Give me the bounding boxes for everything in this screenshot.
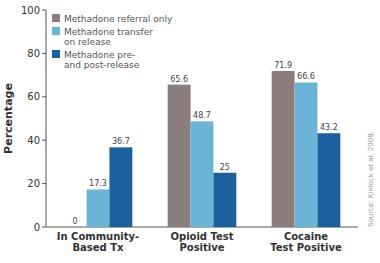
y-tick xyxy=(42,227,46,228)
x-tick-label: CocaineTest Positive xyxy=(270,231,342,253)
y-tick-label: 0 xyxy=(34,222,40,233)
data-label: 17.3 xyxy=(89,179,107,188)
legend-swatch xyxy=(52,14,60,22)
y-tick xyxy=(42,53,46,54)
data-label: 65.6 xyxy=(170,75,188,84)
data-label: 66.6 xyxy=(297,72,315,81)
legend: Methadone referral only Methadone transfe… xyxy=(52,14,173,70)
data-label: 0 xyxy=(73,217,78,226)
bar xyxy=(109,147,132,227)
y-tick xyxy=(42,140,46,141)
bar xyxy=(213,173,236,227)
data-label: 71.9 xyxy=(274,61,292,70)
bar xyxy=(191,121,214,227)
bar xyxy=(295,82,318,227)
bar xyxy=(64,227,87,228)
y-tick-label: 100 xyxy=(21,5,40,16)
legend-swatch xyxy=(52,50,60,58)
legend-label: Methadone referral only xyxy=(64,14,173,24)
y-tick-label: 40 xyxy=(27,135,40,146)
y-tick-label: 80 xyxy=(27,48,40,59)
x-tick-label: Opioid TestPositive xyxy=(170,231,233,253)
legend-label: Methadone pre-and post-release xyxy=(64,50,140,70)
bar xyxy=(87,189,110,227)
data-label: 43.2 xyxy=(320,123,338,132)
data-label: 25 xyxy=(220,163,230,172)
bar xyxy=(317,133,340,227)
chart-container: 0 20 40 60 80 100 Percentage In Community-Based… xyxy=(0,0,380,263)
y-axis-label: Percentage xyxy=(2,83,15,154)
y-tick-label: 60 xyxy=(27,91,40,102)
y-axis-line xyxy=(46,10,47,227)
y-tick xyxy=(42,183,46,184)
legend-swatch xyxy=(52,27,60,35)
bar xyxy=(272,71,295,227)
data-label: 48.7 xyxy=(193,111,211,120)
chart-svg: 0 20 40 60 80 100 Percentage In Community-Based… xyxy=(0,0,380,263)
y-tick-label: 20 xyxy=(27,178,40,189)
legend-label: Methadone transferon release xyxy=(64,27,153,47)
bars xyxy=(87,71,341,227)
y-tick xyxy=(42,10,46,11)
bar xyxy=(168,85,191,227)
data-label: 36.7 xyxy=(112,137,130,146)
x-tick-label: In Community-Based Tx xyxy=(57,231,140,253)
y-tick xyxy=(42,96,46,97)
annotation: Source: Kinlock et al. 2009. xyxy=(367,131,375,227)
